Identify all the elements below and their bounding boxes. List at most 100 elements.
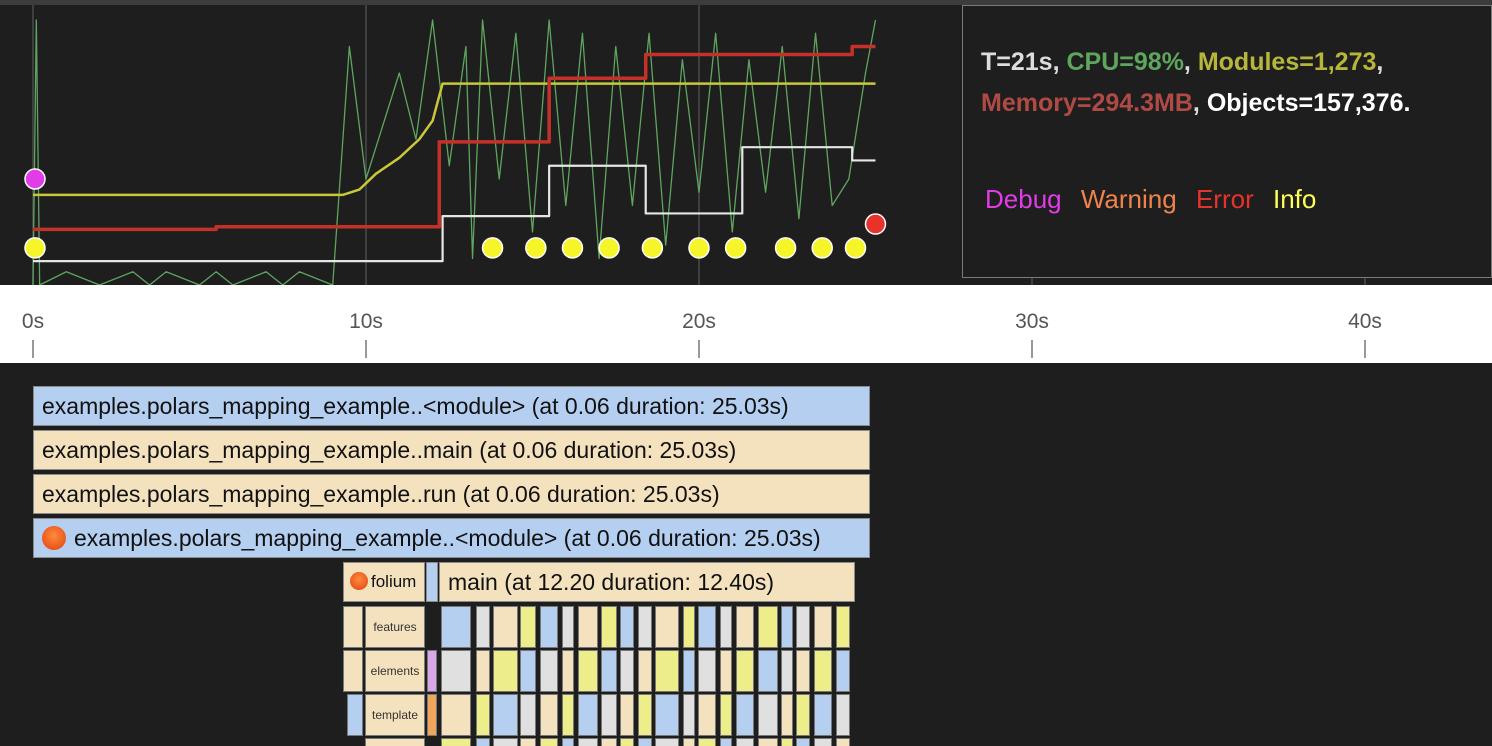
frame-folium[interactable]: folium (343, 562, 425, 602)
frame-small[interactable] (493, 606, 518, 648)
frame-small[interactable] (620, 738, 634, 746)
frame-small[interactable] (796, 738, 810, 746)
event-marker-info[interactable] (561, 237, 584, 259)
frame-small[interactable] (540, 650, 558, 692)
frame-small[interactable] (796, 606, 810, 648)
event-marker-info[interactable] (774, 237, 797, 259)
event-marker-debug[interactable] (24, 168, 46, 190)
frame-small[interactable] (655, 650, 679, 692)
frame-small[interactable] (758, 606, 778, 648)
frame-small[interactable] (578, 694, 598, 736)
frame-main-inner[interactable]: main (at 12.20 duration: 12.40s) (439, 562, 855, 602)
frame-small[interactable] (620, 694, 634, 736)
frame-small[interactable] (578, 650, 598, 692)
frame-small[interactable] (441, 650, 471, 692)
frame-small[interactable] (736, 694, 754, 736)
frame-small[interactable] (540, 738, 558, 746)
event-marker-info[interactable] (598, 237, 620, 259)
frame-small[interactable] (493, 694, 518, 736)
frame-small[interactable] (601, 738, 617, 746)
frame-small[interactable] (520, 738, 536, 746)
time-axis[interactable]: 0s 10s 20s 30s 40s (0, 285, 1492, 363)
frame-small[interactable] (781, 606, 793, 648)
frame-small[interactable] (562, 606, 574, 648)
frame-small[interactable] (683, 650, 695, 692)
frame-run[interactable]: examples.polars_mapping_example..run (at… (33, 474, 870, 514)
frame-small[interactable] (836, 694, 850, 736)
frame-small[interactable] (343, 650, 363, 692)
frame-small[interactable] (836, 738, 850, 746)
frame-small[interactable] (655, 694, 679, 736)
frame-small[interactable] (638, 694, 652, 736)
event-marker-info[interactable] (481, 237, 504, 259)
frame-module-inner[interactable]: examples.polars_mapping_example..<module… (33, 518, 870, 558)
frame-small[interactable] (638, 606, 652, 648)
event-marker-info[interactable] (641, 237, 664, 259)
frame-small[interactable] (540, 606, 558, 648)
frame-small[interactable] (720, 606, 732, 648)
frame-small[interactable] (814, 650, 832, 692)
frame-small[interactable] (562, 738, 574, 746)
legend-info[interactable]: Info (1272, 184, 1317, 214)
event-marker-info[interactable] (844, 237, 867, 259)
frame-small[interactable] (520, 694, 536, 736)
frame-small[interactable] (836, 606, 850, 648)
frame-small[interactable] (655, 606, 679, 648)
frame-small[interactable] (796, 650, 810, 692)
frame-small[interactable] (578, 738, 598, 746)
frame-small[interactable] (347, 694, 363, 736)
frame-small[interactable] (476, 738, 490, 746)
frame-small[interactable] (736, 738, 754, 746)
frame-small[interactable] (683, 694, 695, 736)
frame-small[interactable] (814, 694, 832, 736)
frame-small[interactable] (562, 694, 574, 736)
frame-small[interactable] (781, 650, 793, 692)
frame-small[interactable] (601, 694, 617, 736)
frame-small[interactable] (578, 606, 598, 648)
frame-small[interactable] (720, 738, 732, 746)
frame-small[interactable] (365, 738, 425, 746)
frame-small[interactable] (601, 650, 617, 692)
frame-small[interactable] (520, 606, 536, 648)
event-marker-info[interactable] (724, 237, 747, 259)
frame-small[interactable] (476, 606, 490, 648)
frame-small[interactable] (343, 606, 363, 648)
frame-small[interactable] (836, 650, 850, 692)
frame-small[interactable] (562, 650, 574, 692)
frame-small[interactable] (441, 738, 471, 746)
frame-small[interactable] (620, 606, 634, 648)
frame-small[interactable] (493, 738, 518, 746)
frame-small[interactable] (698, 606, 716, 648)
frame-small[interactable] (427, 694, 437, 736)
frame-main[interactable]: examples.polars_mapping_example..main (a… (33, 430, 870, 470)
frame-small[interactable] (698, 650, 716, 692)
event-marker-error[interactable] (864, 213, 887, 235)
legend-warning[interactable]: Warning (1080, 184, 1177, 214)
event-marker-info[interactable] (525, 237, 547, 259)
frame-small[interactable] (638, 650, 652, 692)
frame-elements[interactable]: elements (365, 650, 425, 692)
frame-small[interactable] (698, 738, 716, 746)
frame-small[interactable] (781, 694, 793, 736)
event-marker-info[interactable] (688, 237, 710, 259)
frame-template[interactable]: template (365, 694, 425, 736)
frame-small[interactable] (683, 738, 695, 746)
frame-small[interactable] (736, 606, 754, 648)
frame-small[interactable] (427, 650, 437, 692)
frame-small[interactable] (638, 738, 652, 746)
frame-small[interactable] (520, 650, 536, 692)
frame-small[interactable] (698, 694, 716, 736)
legend-error[interactable]: Error (1195, 184, 1254, 214)
frame-features[interactable]: features (365, 606, 425, 648)
frame-small[interactable] (476, 650, 490, 692)
frame-small[interactable] (758, 694, 778, 736)
event-marker-info[interactable] (24, 237, 46, 259)
frame-small[interactable] (720, 650, 732, 692)
frame-small[interactable] (758, 738, 778, 746)
frame-small[interactable] (441, 606, 471, 648)
legend-debug[interactable]: Debug (985, 184, 1062, 214)
frame-small[interactable] (720, 694, 732, 736)
frame-small[interactable] (620, 650, 634, 692)
frame-small[interactable] (601, 606, 617, 648)
frame-small[interactable] (441, 694, 471, 736)
